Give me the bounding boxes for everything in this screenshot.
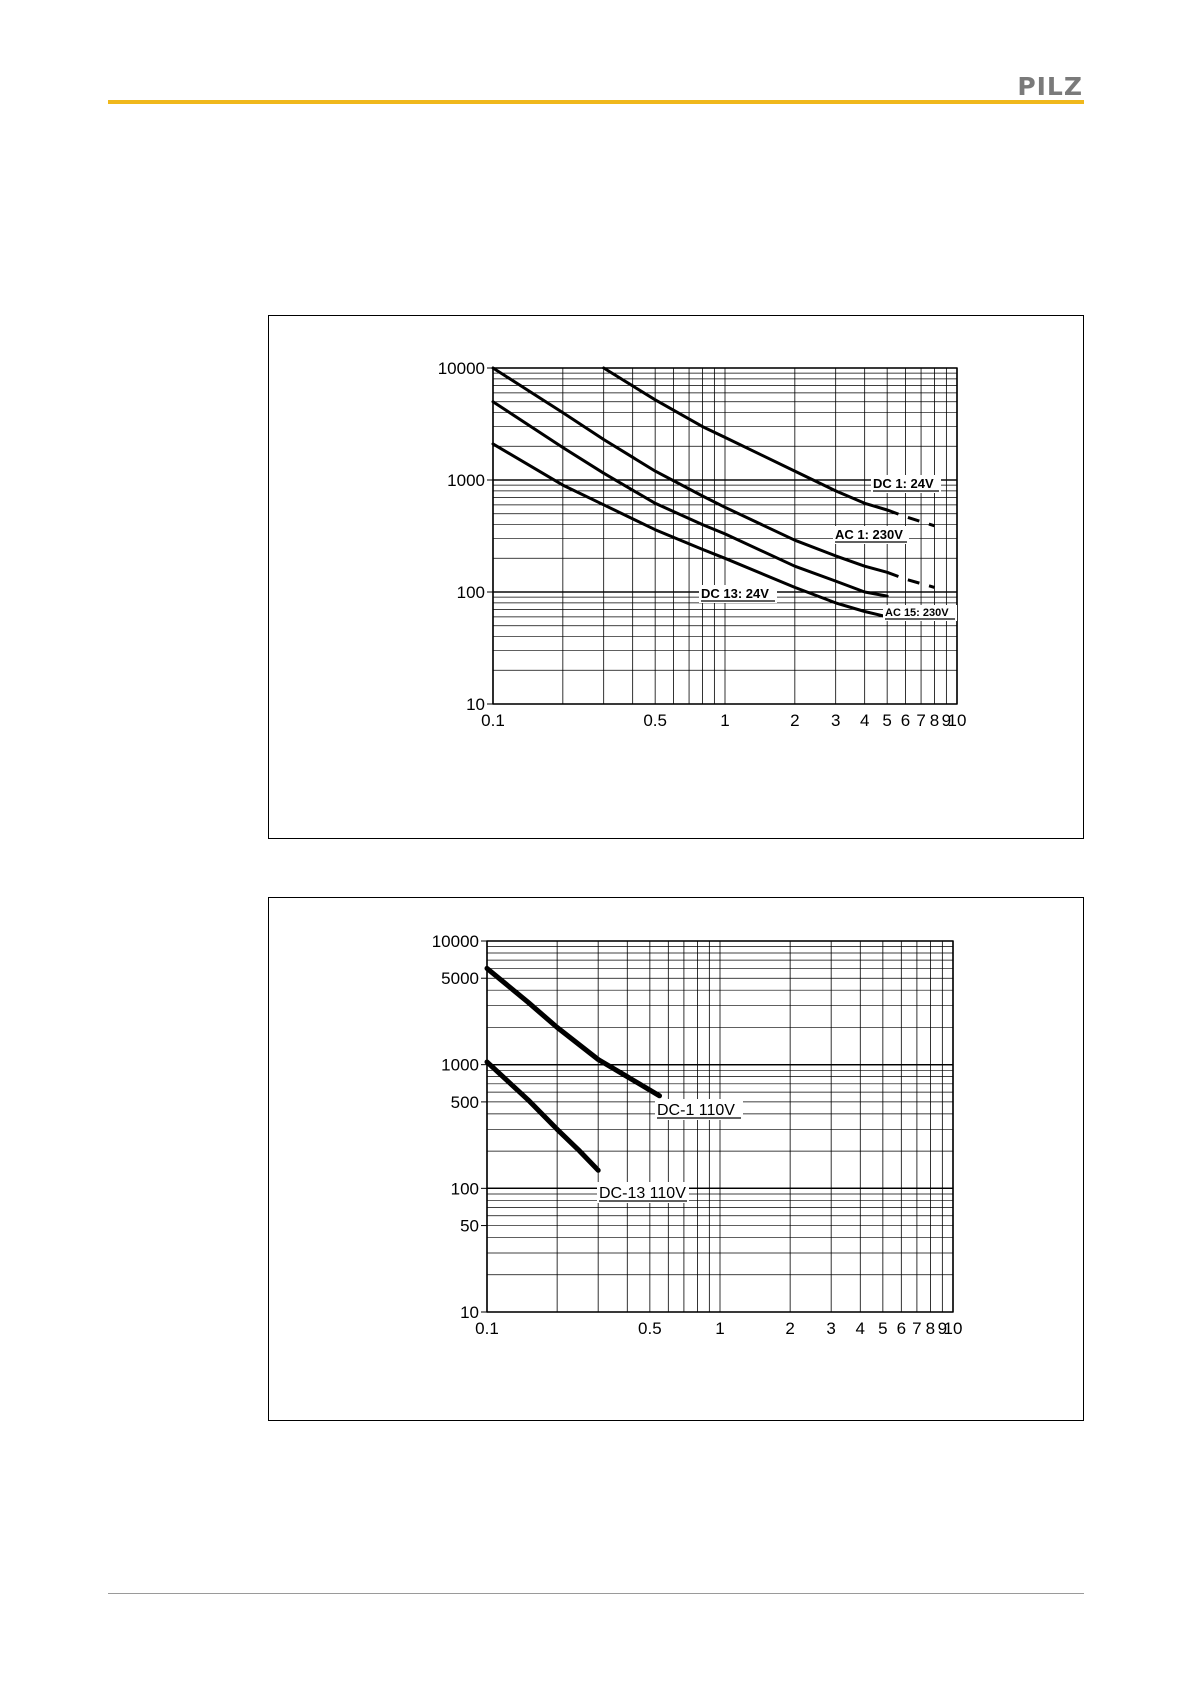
- y-tick-label: 10: [460, 1303, 479, 1322]
- x-tick-label: 4: [860, 711, 869, 730]
- series-label: AC 15: 230V: [885, 607, 949, 619]
- chart-2: 0.1 0.5 1 2 3 4 5 6 7 8 91010501005001000500010000…: [432, 932, 963, 1338]
- series-line: [491, 400, 889, 598]
- y-tick-label: 500: [451, 1093, 479, 1112]
- x-tick-label: 0.1: [475, 1319, 499, 1338]
- x-tick-label: 10: [944, 1319, 963, 1338]
- header-rule: [108, 100, 1084, 104]
- y-tick-label: 100: [451, 1179, 479, 1198]
- grid-lines: [486, 940, 954, 1313]
- x-tick-label: 2: [785, 1319, 794, 1338]
- plot-border: [486, 940, 954, 1313]
- x-tick-label: 6: [897, 1319, 906, 1338]
- x-tick-label: 1: [715, 1319, 724, 1338]
- y-tick-label: 10000: [432, 932, 479, 951]
- y-tick-label: 50: [460, 1217, 479, 1236]
- series-label: DC 1: 24V: [873, 476, 934, 491]
- x-tick-label: 5: [882, 711, 891, 730]
- series-label-bg: [655, 1099, 743, 1120]
- y-tick-label: 10000: [438, 359, 485, 378]
- y-tick-label: 10: [466, 695, 485, 714]
- series-label: DC-1 110V: [657, 1102, 735, 1119]
- x-tick-label: 3: [831, 711, 840, 730]
- footer-rule: [108, 1593, 1084, 1594]
- series-line: [602, 366, 889, 512]
- pilz-logo: PILZ: [1017, 72, 1083, 101]
- y-tick-label: 1000: [447, 471, 485, 490]
- x-tick-label: 0.5: [643, 711, 667, 730]
- x-tick-label: 8: [926, 1319, 935, 1338]
- x-tick-label: 9: [942, 711, 951, 730]
- x-tick-label: 8: [930, 711, 939, 730]
- chart-frame-1: 0.1 0.5 1 2 3 4 5 6 7 8 9 10 10 100 1000 10000 DC 1: 24V…: [268, 315, 1084, 839]
- series-label-bg: [833, 526, 909, 544]
- series-label: AC 1: 230V: [835, 527, 903, 542]
- x-tick-label: 7: [912, 1319, 921, 1338]
- x-tick-label: 7: [916, 711, 925, 730]
- x-tick-label: 10: [948, 711, 967, 730]
- x-tick-label: 0.5: [638, 1319, 662, 1338]
- x-tick-label: 0.1: [481, 711, 505, 730]
- x-tick-label: 1: [720, 711, 729, 730]
- series-line: [484, 1059, 601, 1173]
- x-tick-label: 9: [938, 1319, 947, 1338]
- series-line: [484, 965, 662, 1099]
- series-line-dashed: [886, 508, 935, 528]
- x-tick-label: 6: [901, 711, 910, 730]
- y-tick-label: 1000: [441, 1056, 479, 1075]
- y-tick-label: 5000: [441, 969, 479, 988]
- series-line: [491, 442, 889, 619]
- y-tick-label: 100: [457, 583, 485, 602]
- series-label: DC 13: 24V: [701, 586, 769, 601]
- chart-frame-2: 0.1 0.5 1 2 3 4 5 6 7 8 9 10 10 50 100 500 1000 5000 10000…: [268, 897, 1084, 1421]
- series-label-bg: [883, 605, 957, 621]
- plot-border: [492, 367, 958, 705]
- series-label: DC-13 110V: [599, 1185, 686, 1202]
- series-line-dashed: [886, 570, 935, 589]
- x-tick-label: 3: [826, 1319, 835, 1338]
- series-label-bg: [699, 585, 777, 603]
- series-label-bg: [597, 1182, 689, 1203]
- x-tick-label: 2: [790, 711, 799, 730]
- x-tick-label: 5: [878, 1319, 887, 1338]
- series-line: [491, 366, 889, 574]
- x-tick-label: 4: [856, 1319, 865, 1338]
- series-label-bg: [871, 475, 941, 493]
